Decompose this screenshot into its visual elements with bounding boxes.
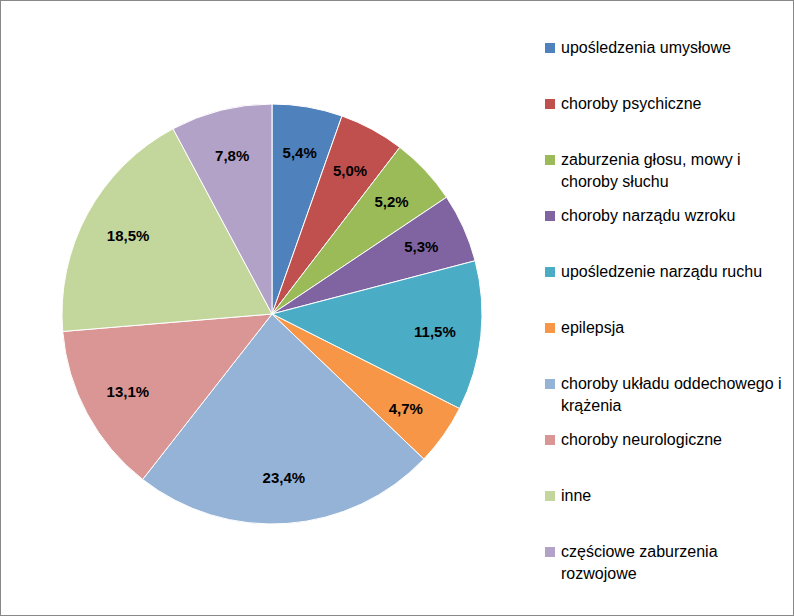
svg-text:5,0%: 5,0% [333,162,367,179]
svg-text:5,3%: 5,3% [404,238,438,255]
svg-text:18,5%: 18,5% [107,227,150,244]
svg-text:5,2%: 5,2% [374,193,408,210]
svg-text:23,4%: 23,4% [263,469,306,486]
svg-text:4,7%: 4,7% [389,400,423,417]
html-text:choroby układu oddechowego i k: choroby układu oddechowego i krążenia [561,375,782,414]
html-text:częściowe zaburzenia rozwojowe: częściowe zaburzenia rozwojowe [561,543,718,582]
svg-text:5,4%: 5,4% [283,144,317,161]
svg-text:7,8%: 7,8% [215,147,249,164]
svg-text:13,1%: 13,1% [107,383,150,400]
html-text:choroby narządu wzroku: choroby narządu wzroku [561,207,736,224]
html-text:choroby neurologiczne: choroby neurologiczne [561,431,722,448]
svg-text:11,5%: 11,5% [414,323,456,340]
html-text:upośledzenie narządu ruchu: upośledzenie narządu ruchu [561,263,762,280]
html-text:inne: inne [561,487,592,504]
html-text:choroby psychiczne: choroby psychiczne [561,95,702,112]
html-text:zaburzenia głosu, mowy i choro: zaburzenia głosu, mowy i choroby słuchu [561,151,741,190]
html-text:upośledzenia umysłowe: upośledzenia umysłowe [561,39,731,56]
html-text:epilepsja: epilepsja [561,319,625,336]
